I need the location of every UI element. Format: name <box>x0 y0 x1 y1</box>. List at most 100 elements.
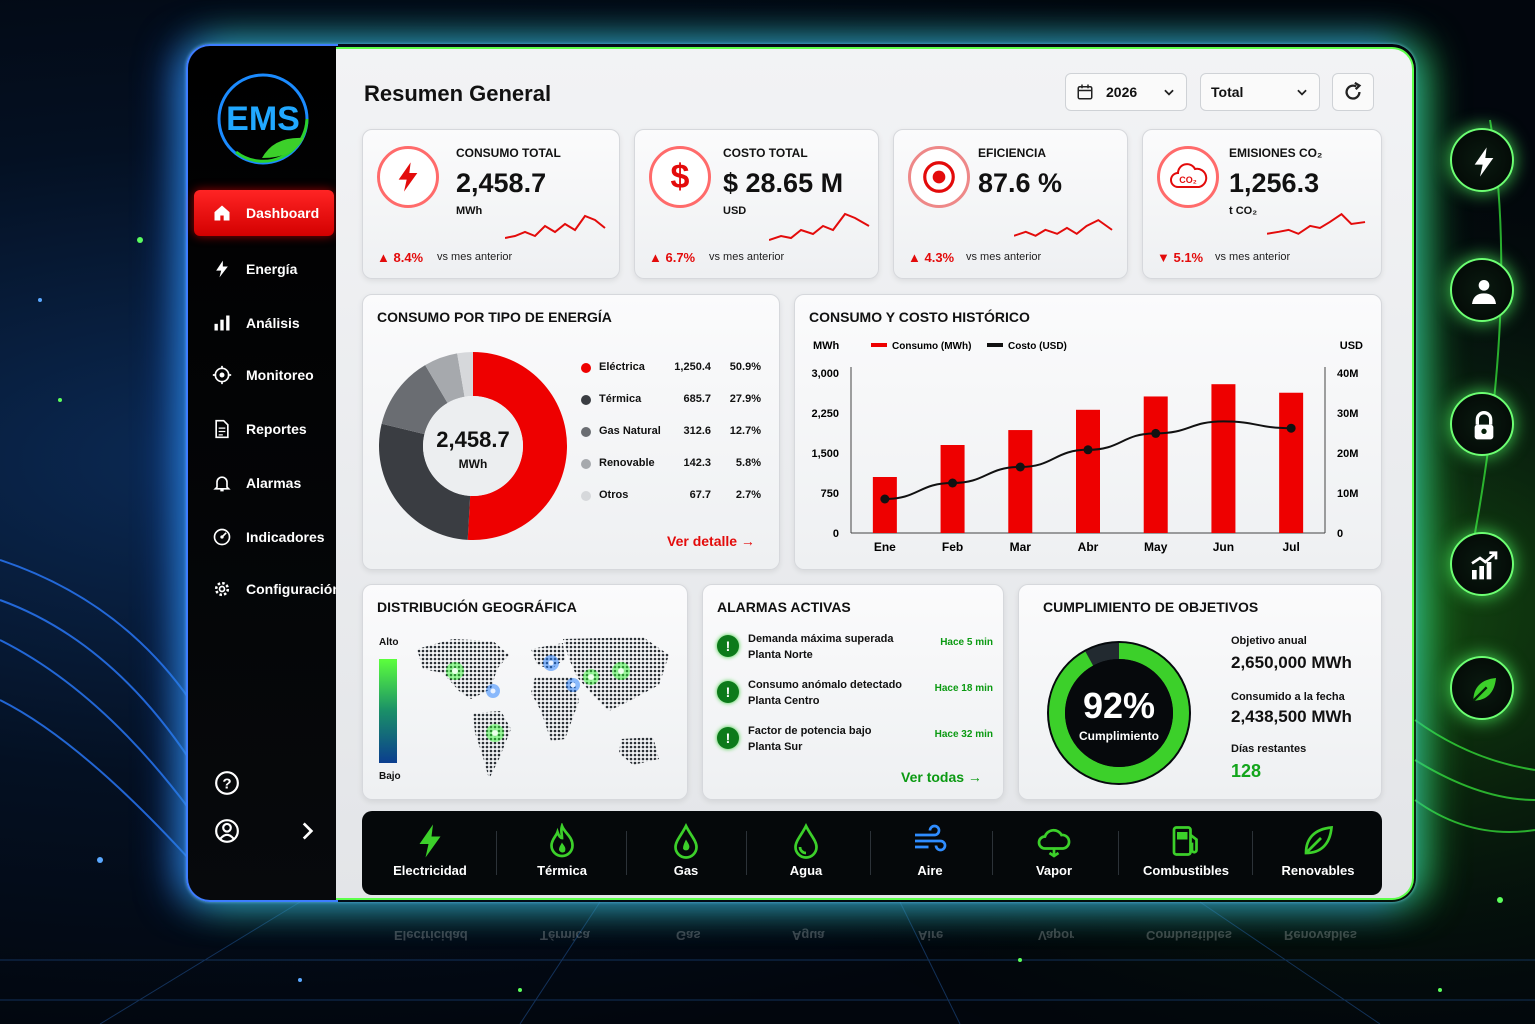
legend-value: 142.3 <box>683 457 711 469</box>
cloud-icon <box>1037 828 1071 858</box>
bar-consumo <box>1279 392 1304 533</box>
sparkline <box>505 214 606 239</box>
sidebar-item-monitoreo[interactable]: Monitoreo <box>194 352 334 398</box>
y-left-tick: 2,250 <box>811 408 839 420</box>
todate-value: 2,438,500 MWh <box>1231 707 1352 726</box>
kpi-label: COSTO TOTAL <box>723 146 808 160</box>
sidebar: EMS Dashboard Energía Análisis Monitoreo… <box>186 44 341 902</box>
x-tick-label: May <box>1144 540 1168 554</box>
energy-type-card: CONSUMO POR TIPO DE ENERGÍA 2,458.7 MWh … <box>362 294 780 570</box>
year-select[interactable]: 2026 <box>1065 73 1187 111</box>
kpi-icon-ring: $ <box>649 146 711 208</box>
gear-icon <box>214 581 230 597</box>
sidebar-item-reportes[interactable]: Reportes <box>194 406 334 452</box>
divider <box>870 831 871 875</box>
year-value: 2026 <box>1106 84 1138 100</box>
geo-hotspots <box>446 655 630 742</box>
section-title: CONSUMO Y COSTO HISTÓRICO <box>809 309 1030 325</box>
alarm-site: Planta Norte <box>748 649 813 661</box>
category-electricidad[interactable]: Electricidad <box>368 811 492 895</box>
kpi-card-emisiones: CO₂ EMISIONES CO₂ 1,256.3 t CO₂ ▼ 5.1% v… <box>1142 129 1382 279</box>
category-agua[interactable]: Agua <box>744 811 868 895</box>
sidebar-item-alarmas[interactable]: Alarmas <box>194 460 334 506</box>
scope-select[interactable]: Total <box>1200 73 1320 111</box>
divider <box>746 831 747 875</box>
legend-dot <box>581 395 591 405</box>
donut-slice <box>425 353 465 403</box>
legend-label-costo: Costo (USD) <box>1008 341 1067 352</box>
x-tick-label: Mar <box>1010 540 1032 554</box>
kpi-change: ▼ 5.1% <box>1157 250 1204 265</box>
kpi-value: $ 28.65 M <box>723 168 844 198</box>
alarm-item[interactable]: ! Factor de potencia bajo Planta Sur Hac… <box>717 725 993 765</box>
sidebar-item-label: Energía <box>246 261 298 277</box>
calendar-icon <box>1077 84 1093 100</box>
refresh-button[interactable] <box>1332 73 1374 111</box>
kpi-value: 1,256.3 <box>1229 168 1320 198</box>
category-aire[interactable]: Aire <box>868 811 992 895</box>
category-label: Combustibles <box>1143 863 1229 878</box>
float-leaf-button[interactable] <box>1450 656 1514 720</box>
alarm-item[interactable]: ! Demanda máxima superada Planta Norte H… <box>717 633 993 673</box>
days-label: Días restantes <box>1231 743 1307 755</box>
legend-name: Térmica <box>599 393 642 405</box>
help-icon[interactable]: ? <box>214 770 240 796</box>
x-tick-label: Jun <box>1213 540 1234 554</box>
legend-row: Gas Natural 312.6 12.7% <box>581 423 761 441</box>
point-costo <box>1286 423 1296 433</box>
reflection-label: Electricidad <box>394 928 468 943</box>
sparkline <box>1014 218 1113 237</box>
legend-name: Gas Natural <box>599 425 661 437</box>
legend-high: Alto <box>379 637 399 648</box>
float-bolt-button[interactable] <box>1450 128 1514 192</box>
legend-value: 67.7 <box>689 489 711 501</box>
float-lock-button[interactable] <box>1450 392 1514 456</box>
point-costo <box>1015 462 1025 472</box>
alarm-title: Demanda máxima superada <box>748 633 894 645</box>
y-right-tick: 30M <box>1337 408 1358 420</box>
growth-chart-icon <box>1471 551 1498 580</box>
sidebar-item-analisis[interactable]: Análisis <box>194 300 334 346</box>
user-icon[interactable] <box>214 818 240 844</box>
float-users-button[interactable] <box>1450 258 1514 322</box>
point-costo <box>1151 428 1161 438</box>
y-left-tick: 750 <box>821 488 839 500</box>
section-title: DISTRIBUCIÓN GEOGRÁFICA <box>377 599 577 615</box>
section-title: CONSUMO POR TIPO DE ENERGÍA <box>377 309 612 325</box>
category-gas[interactable]: Gas <box>624 811 748 895</box>
x-tick-label: Ene <box>874 540 896 554</box>
bar-consumo <box>1008 430 1033 533</box>
category-combustibles[interactable]: Combustibles <box>1124 811 1248 895</box>
gauge-icon <box>213 528 231 546</box>
divider <box>1252 831 1253 875</box>
sidebar-item-configuracion[interactable]: Configuración <box>194 566 341 612</box>
leaf-icon <box>1304 826 1333 855</box>
y-right-unit: USD <box>1340 340 1363 352</box>
category-renovables[interactable]: Renovables <box>1256 811 1380 895</box>
sidebar-item-indicadores[interactable]: Indicadores <box>194 514 334 560</box>
kpi-change: ▲ 8.4% <box>377 250 424 265</box>
donut-center: 2,458.7 MWh <box>423 427 523 471</box>
y-left-tick: 3,000 <box>811 368 839 380</box>
bar-consumo <box>1076 409 1100 533</box>
sidebar-item-energia[interactable]: Energía <box>194 246 334 292</box>
kpi-icon-ring: CO₂ <box>1157 146 1219 208</box>
kpi-card-eficiencia: EFICIENCIA 87.6 % ▲ 4.3% vs mes anterior <box>893 129 1128 279</box>
ver-detalle-link[interactable]: Ver detalle → <box>667 533 755 549</box>
alarm-time: Hace 32 min <box>934 729 993 740</box>
category-termica[interactable]: Térmica <box>500 811 624 895</box>
y-right-tick: 20M <box>1337 448 1358 460</box>
legend-swatch-consumo <box>871 343 887 347</box>
y-right-tick: 0 <box>1337 528 1343 540</box>
category-vapor[interactable]: Vapor <box>992 811 1116 895</box>
legend-name: Otros <box>599 489 629 501</box>
legend-value: 1,250.4 <box>674 361 711 373</box>
chevron-right-icon[interactable] <box>294 818 320 844</box>
svg-text:CO₂: CO₂ <box>1179 175 1197 185</box>
page-title: Resumen General <box>364 81 552 106</box>
legend-dot <box>581 427 591 437</box>
float-growth-button[interactable] <box>1450 532 1514 596</box>
alarm-item[interactable]: ! Consumo anómalo detectado Planta Centr… <box>717 679 993 719</box>
ver-todas-link[interactable]: Ver todas → <box>901 769 982 785</box>
sidebar-item-dashboard[interactable]: Dashboard <box>194 190 334 236</box>
